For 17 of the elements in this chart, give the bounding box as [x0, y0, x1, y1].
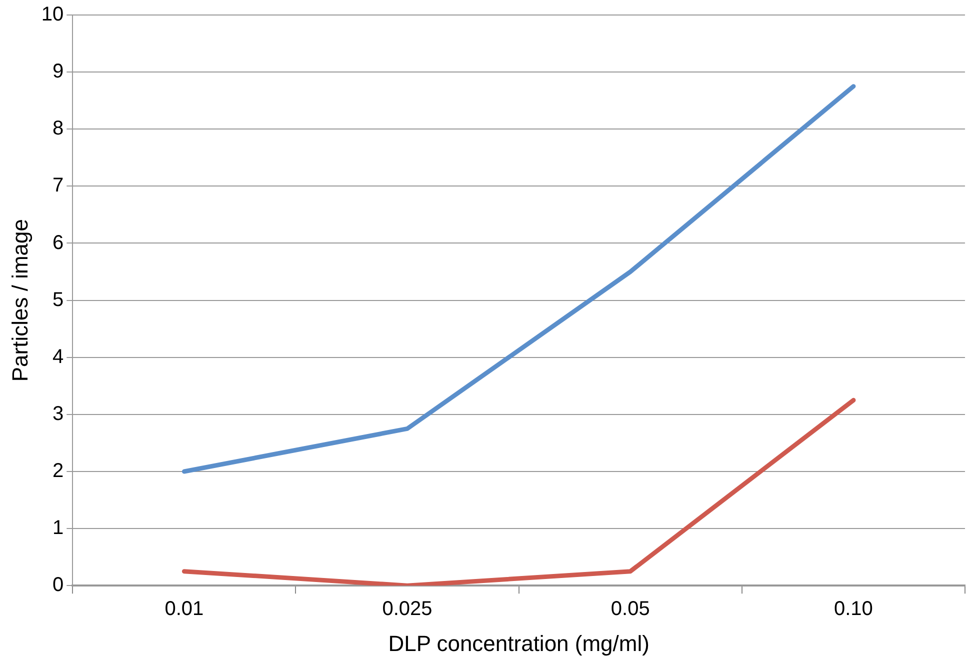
y-tick-label: 3 — [52, 402, 64, 425]
y-tick-label: 6 — [52, 232, 64, 254]
y-tick-label: 7 — [52, 174, 64, 197]
y-tick-label: 10 — [41, 4, 64, 26]
y-tick-label: 5 — [52, 288, 64, 311]
y-tick-label: 4 — [52, 346, 64, 368]
y-tick-label: 9 — [52, 60, 64, 83]
x-tick-label: 0.01 — [164, 598, 204, 620]
x-axis-title: DLP concentration (mg/ml) — [388, 630, 650, 656]
x-tick-label: 0.10 — [834, 598, 873, 620]
y-tick-label: 1 — [52, 517, 64, 540]
y-tick-label: 2 — [52, 460, 64, 482]
x-tick-label: 0.025 — [382, 598, 432, 620]
y-tick-label: 8 — [52, 118, 64, 140]
y-axis-title: Particles / image — [7, 218, 32, 382]
x-tick-label: 0.05 — [610, 598, 650, 620]
y-tick-label: 0 — [52, 574, 64, 596]
